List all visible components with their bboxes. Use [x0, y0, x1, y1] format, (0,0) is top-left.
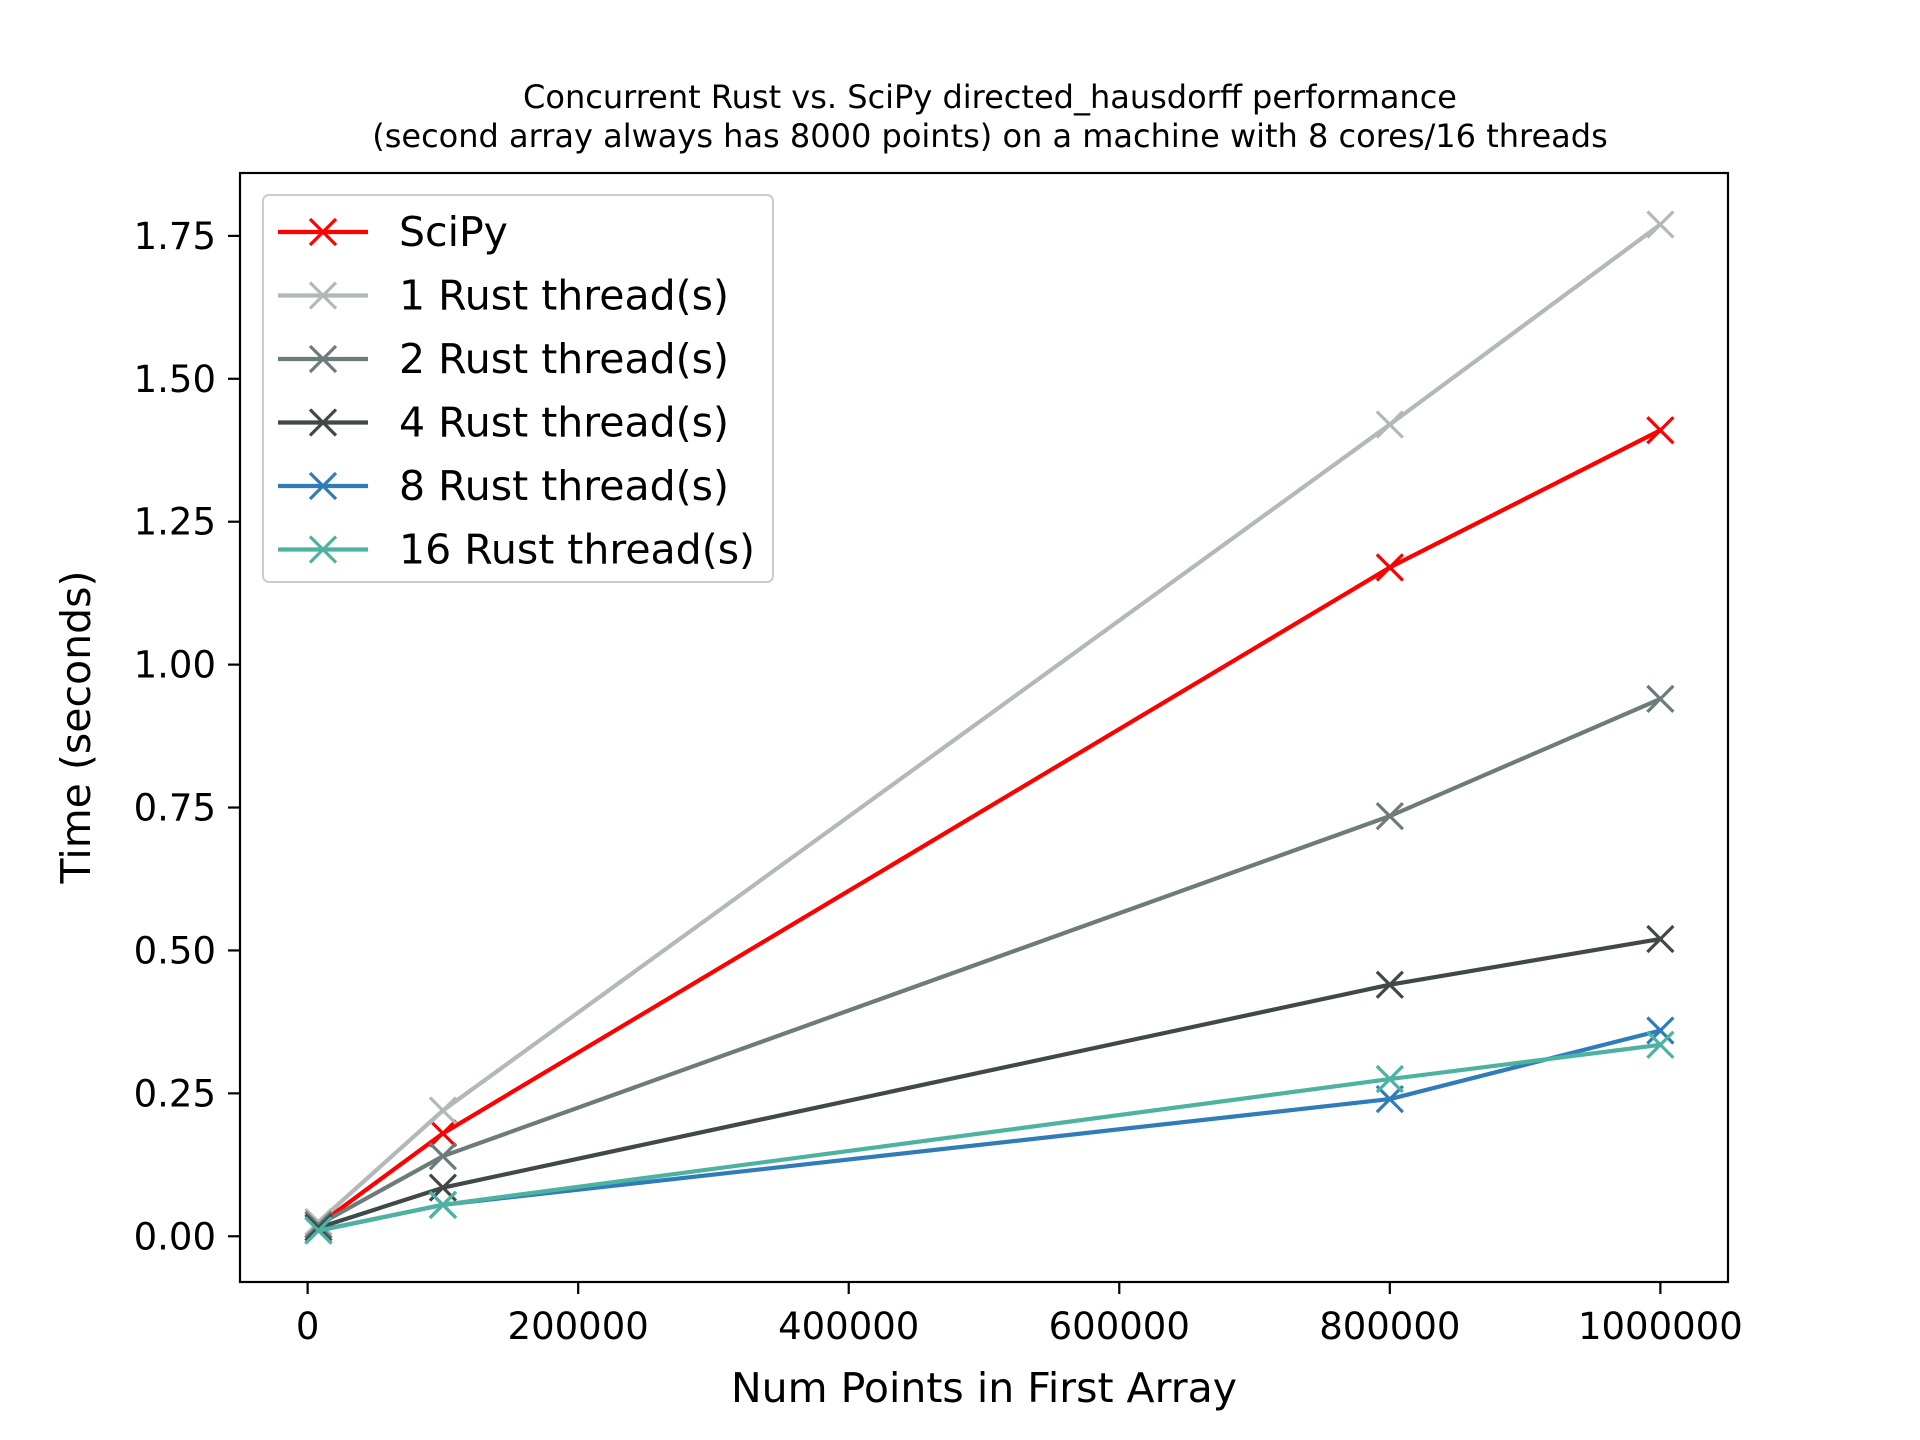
data-point-marker — [1375, 801, 1404, 831]
y-axis-label: Time (seconds) — [52, 571, 100, 885]
data-point-marker — [304, 1216, 333, 1245]
legend-label: SciPy — [399, 208, 508, 256]
legend-label: 1 Rust thread(s) — [399, 272, 729, 320]
data-point-marker — [1375, 970, 1404, 999]
data-point-marker — [304, 1213, 333, 1242]
legend-swatch-marker — [308, 408, 338, 437]
y-tick-label: 1.25 — [134, 501, 216, 544]
series-line — [316, 222, 1663, 1225]
legend-swatch-marker — [308, 471, 338, 501]
data-point-marker — [1646, 416, 1675, 445]
legend-swatch-marker — [308, 344, 338, 374]
data-point-marker — [1375, 1084, 1404, 1114]
legend-items: SciPy 1 Rust thread(s) 2 Rust thread(s) 4 R… — [278, 208, 755, 574]
y-tick-label: 1.50 — [134, 358, 216, 401]
legend-item: 1 Rust thread(s) — [278, 272, 729, 320]
data-point-marker — [1646, 1016, 1675, 1045]
data-point-marker — [1375, 410, 1404, 439]
series-line — [316, 428, 1663, 1227]
data-point-marker — [1646, 924, 1675, 954]
legend-swatch-marker — [308, 281, 338, 310]
legend-label: 2 Rust thread(s) — [399, 335, 729, 383]
legend-swatch-marker — [308, 535, 338, 564]
data-point-marker — [428, 1096, 458, 1125]
series-1 — [304, 210, 1675, 1237]
legend-item: 16 Rust thread(s) — [278, 526, 755, 574]
series-line — [316, 936, 1663, 1230]
y-tick-label: 0.75 — [134, 787, 216, 830]
data-point-marker — [1375, 1064, 1404, 1094]
chart-subtitle: (second array always has 8000 points) on… — [372, 117, 1608, 155]
y-tick-label: 0.00 — [134, 1215, 216, 1258]
data-point-marker — [428, 1119, 458, 1148]
data-point-marker — [428, 1142, 458, 1171]
x-tick-label: 1000000 — [1578, 1305, 1743, 1348]
legend-swatch-marker — [308, 217, 338, 247]
x-tick-label: 800000 — [1319, 1305, 1460, 1348]
y-tick-label: 1.75 — [134, 215, 216, 258]
y-tick-label: 0.25 — [134, 1072, 216, 1115]
y-axis-ticks: 0.00 0.25 0.50 0.75 1.00 1.25 1.50 1.75 — [134, 215, 240, 1258]
y-tick-label: 1.00 — [134, 644, 216, 687]
series-5 — [304, 1030, 1675, 1245]
data-point-marker — [1646, 1030, 1675, 1059]
x-tick-label: 200000 — [508, 1305, 649, 1348]
x-tick-label: 600000 — [1049, 1305, 1190, 1348]
series-line — [316, 696, 1663, 1227]
legend-item: 8 Rust thread(s) — [278, 462, 729, 510]
x-axis-ticks: 0 200000 400000 600000 800000 1000000 — [296, 1282, 1743, 1348]
data-point-marker — [1646, 684, 1675, 714]
legend-box — [262, 194, 774, 583]
legend-label: 16 Rust thread(s) — [399, 526, 755, 574]
x-axis-label: Num Points in First Array — [731, 1364, 1237, 1412]
data-point-marker — [1375, 553, 1404, 582]
plot-area — [304, 210, 1675, 1245]
data-point-marker — [304, 1210, 333, 1239]
legend-item: SciPy — [278, 208, 508, 256]
chart-title: Concurrent Rust vs. SciPy directed_hausd… — [523, 78, 1457, 116]
legend-item: 4 Rust thread(s) — [278, 399, 729, 447]
legend: SciPy 1 Rust thread(s) 2 Rust thread(s) 4 R… — [262, 194, 774, 583]
legend-label: 8 Rust thread(s) — [399, 462, 729, 510]
x-tick-label: 400000 — [778, 1305, 919, 1348]
series-2 — [304, 684, 1675, 1239]
x-tick-label: 0 — [296, 1305, 320, 1348]
plot-frame — [238, 171, 1730, 1284]
y-tick-label: 0.50 — [134, 929, 216, 972]
data-point-marker — [1646, 210, 1675, 239]
legend-label: 4 Rust thread(s) — [399, 399, 729, 447]
legend-item: 2 Rust thread(s) — [278, 335, 729, 383]
data-point-marker — [428, 1190, 458, 1219]
series-line — [316, 1042, 1663, 1233]
